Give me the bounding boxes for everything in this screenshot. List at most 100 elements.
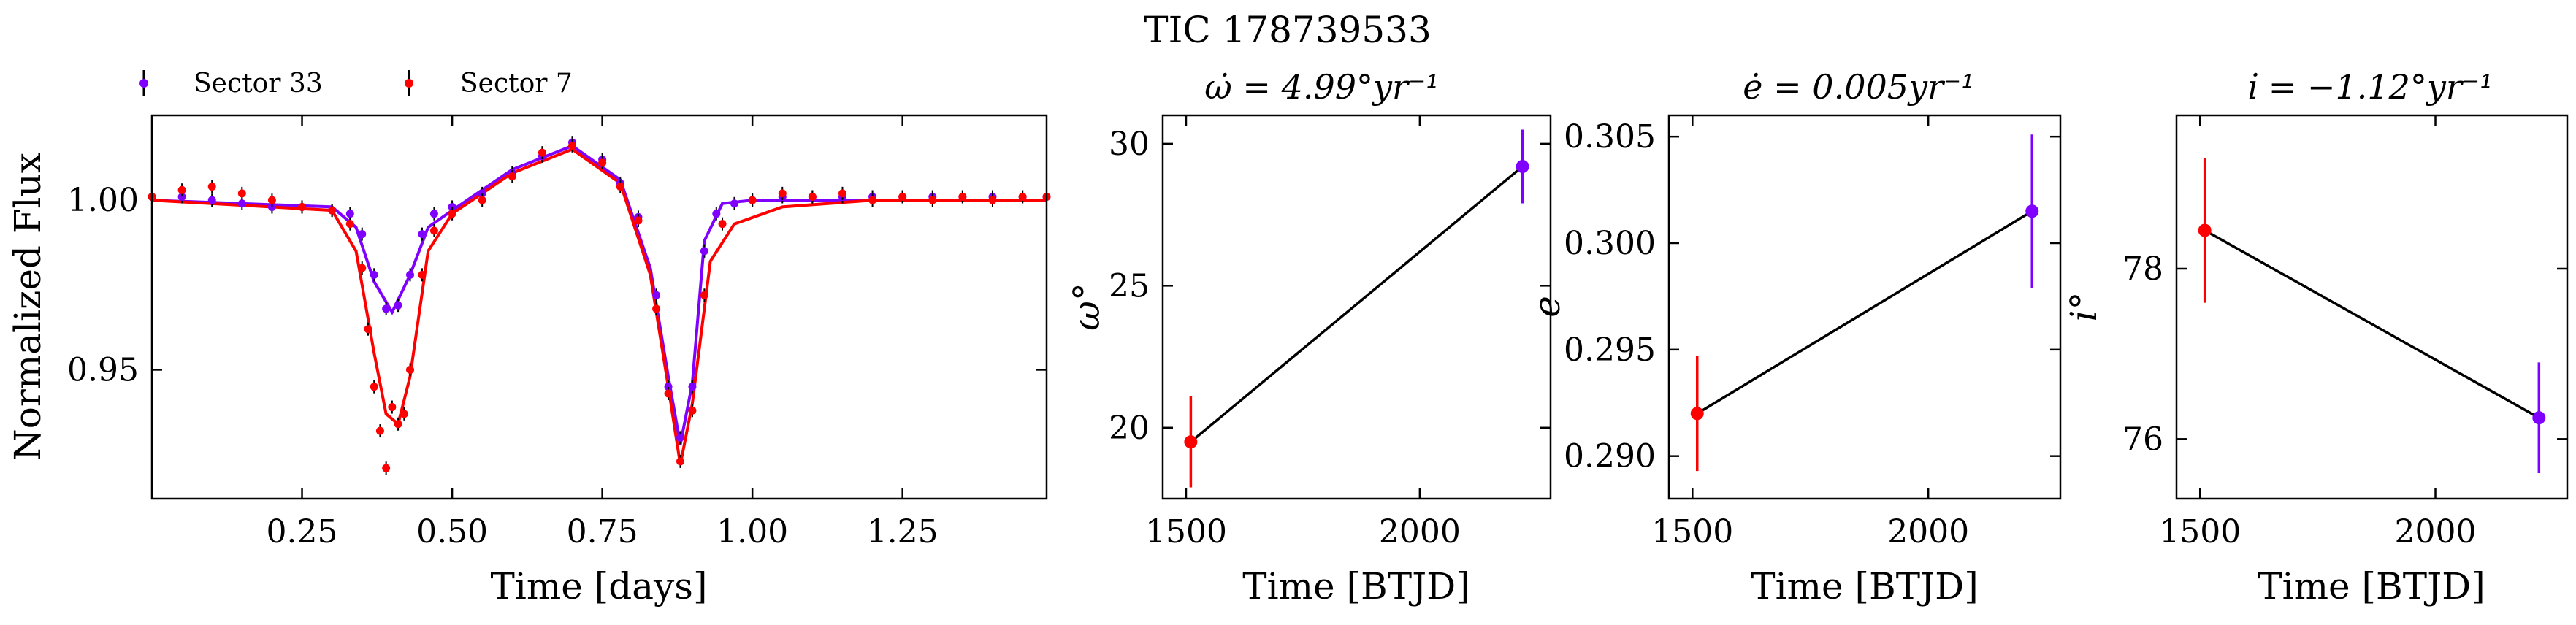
data-point xyxy=(508,172,516,181)
data-point xyxy=(448,202,456,211)
data-point xyxy=(267,196,276,204)
data-point xyxy=(730,199,738,208)
plot-marks xyxy=(148,136,1051,475)
x-tick-label: 1.25 xyxy=(867,513,939,551)
data-point xyxy=(718,220,727,229)
legend-entry-sector-33: Sector 33 xyxy=(139,69,323,99)
plot-marks xyxy=(2198,158,2546,473)
data-point xyxy=(382,464,391,472)
data-point xyxy=(1184,435,1198,449)
data-point xyxy=(429,210,438,218)
eccentricity-panel-title: ė = 0.005yr⁻¹ xyxy=(1743,67,1974,107)
model-curve xyxy=(151,144,1047,445)
data-point xyxy=(177,193,186,202)
trend-line xyxy=(2204,229,2540,419)
y-tick-label: 78 xyxy=(2122,250,2163,288)
data-point xyxy=(664,383,673,391)
legend-label-sector-33: Sector 33 xyxy=(194,69,323,99)
data-point xyxy=(688,406,697,415)
x-axis-label: Time [days] xyxy=(491,565,708,607)
data-point xyxy=(370,270,378,279)
x-tick-label: 2000 xyxy=(1887,513,1969,551)
x-tick-label: 2000 xyxy=(2395,513,2477,551)
y-tick-label: 1.00 xyxy=(67,182,139,219)
legend-marker-dot xyxy=(405,79,413,88)
data-point xyxy=(652,291,661,299)
data-point xyxy=(375,426,384,435)
axis-ticks: 0.25 0.50 0.75 1.00 1.25 0.95 1.00 xyxy=(67,115,1047,551)
data-point xyxy=(406,365,415,374)
data-point xyxy=(676,457,684,466)
data-point xyxy=(429,226,438,235)
data-point xyxy=(358,264,367,272)
legend: Sector 33 Sector 7 xyxy=(139,69,573,99)
data-point xyxy=(616,183,624,191)
trend-line xyxy=(1696,210,2033,415)
x-tick-label: 1.00 xyxy=(716,513,788,551)
y-tick-label: 20 xyxy=(1109,410,1150,447)
plot-frame xyxy=(2175,114,2569,500)
x-tick-label: 1500 xyxy=(1145,513,1227,551)
data-point xyxy=(700,291,708,299)
y-tick-label: 25 xyxy=(1109,267,1150,304)
data-point xyxy=(400,410,408,418)
x-axis-label: Time [BTJD] xyxy=(1242,565,1469,607)
data-point xyxy=(394,420,402,429)
data-point xyxy=(988,196,997,204)
legend-marker-dot xyxy=(139,79,148,88)
y-tick-label: 0.305 xyxy=(1564,118,1656,156)
data-point xyxy=(358,230,367,239)
data-point xyxy=(298,202,307,211)
x-axis-label: Time [BTJD] xyxy=(2258,565,2485,607)
data-point xyxy=(898,193,907,202)
y-tick-label: 30 xyxy=(1109,126,1150,163)
plot-marks xyxy=(1184,129,1529,488)
data-point xyxy=(868,196,877,204)
data-point xyxy=(418,230,427,239)
y-tick-label: 0.300 xyxy=(1564,225,1656,262)
y-axis-label: ω° xyxy=(1066,283,1108,331)
data-point xyxy=(664,389,673,398)
data-point xyxy=(364,325,372,334)
x-tick-label: 2000 xyxy=(1379,513,1461,551)
data-point xyxy=(345,220,354,229)
omega-panel-title: ω̇ = 4.99°yr⁻¹ xyxy=(1204,67,1439,107)
data-point xyxy=(778,189,787,198)
data-point xyxy=(2198,223,2212,237)
eccentricity-panel: ė = 0.005yr⁻¹ 1500 2000 0.290 0.295 0.300 0.3… xyxy=(1526,67,2062,607)
data-point xyxy=(237,189,246,198)
data-point xyxy=(267,202,276,211)
data-point xyxy=(237,199,246,208)
data-point xyxy=(382,304,391,313)
data-point xyxy=(652,304,661,313)
y-axis-label: Normalized Flux xyxy=(7,153,49,461)
data-point xyxy=(207,183,216,191)
data-point xyxy=(808,193,817,202)
data-point xyxy=(634,216,643,225)
plot-frame xyxy=(1161,114,1552,500)
y-tick-label: 0.95 xyxy=(67,351,139,388)
y-axis-label: i° xyxy=(2063,292,2105,322)
data-point xyxy=(2532,411,2546,425)
data-point xyxy=(394,301,402,310)
data-point xyxy=(958,193,967,202)
data-point xyxy=(345,210,354,218)
data-point xyxy=(676,433,684,442)
data-point xyxy=(478,189,486,198)
y-tick-label: 0.295 xyxy=(1564,331,1656,369)
x-tick-label: 1500 xyxy=(2159,513,2241,551)
data-point xyxy=(406,270,415,279)
data-point xyxy=(928,196,937,204)
x-axis-label: Time [BTJD] xyxy=(1751,565,1978,607)
data-point xyxy=(370,383,378,391)
data-point xyxy=(700,247,708,256)
data-point xyxy=(418,270,427,279)
data-point xyxy=(712,210,721,218)
model-curve xyxy=(151,147,1047,465)
axis-ticks: 1500 2000 76 78 xyxy=(2122,115,2567,551)
data-point xyxy=(598,158,607,167)
axis-ticks: 1500 2000 0.290 0.295 0.300 0.305 xyxy=(1564,115,2060,551)
data-point xyxy=(1018,193,1027,202)
data-point xyxy=(2025,204,2039,218)
inclination-panel-title: i̇ = −1.12°yr⁻¹ xyxy=(2247,67,2493,107)
